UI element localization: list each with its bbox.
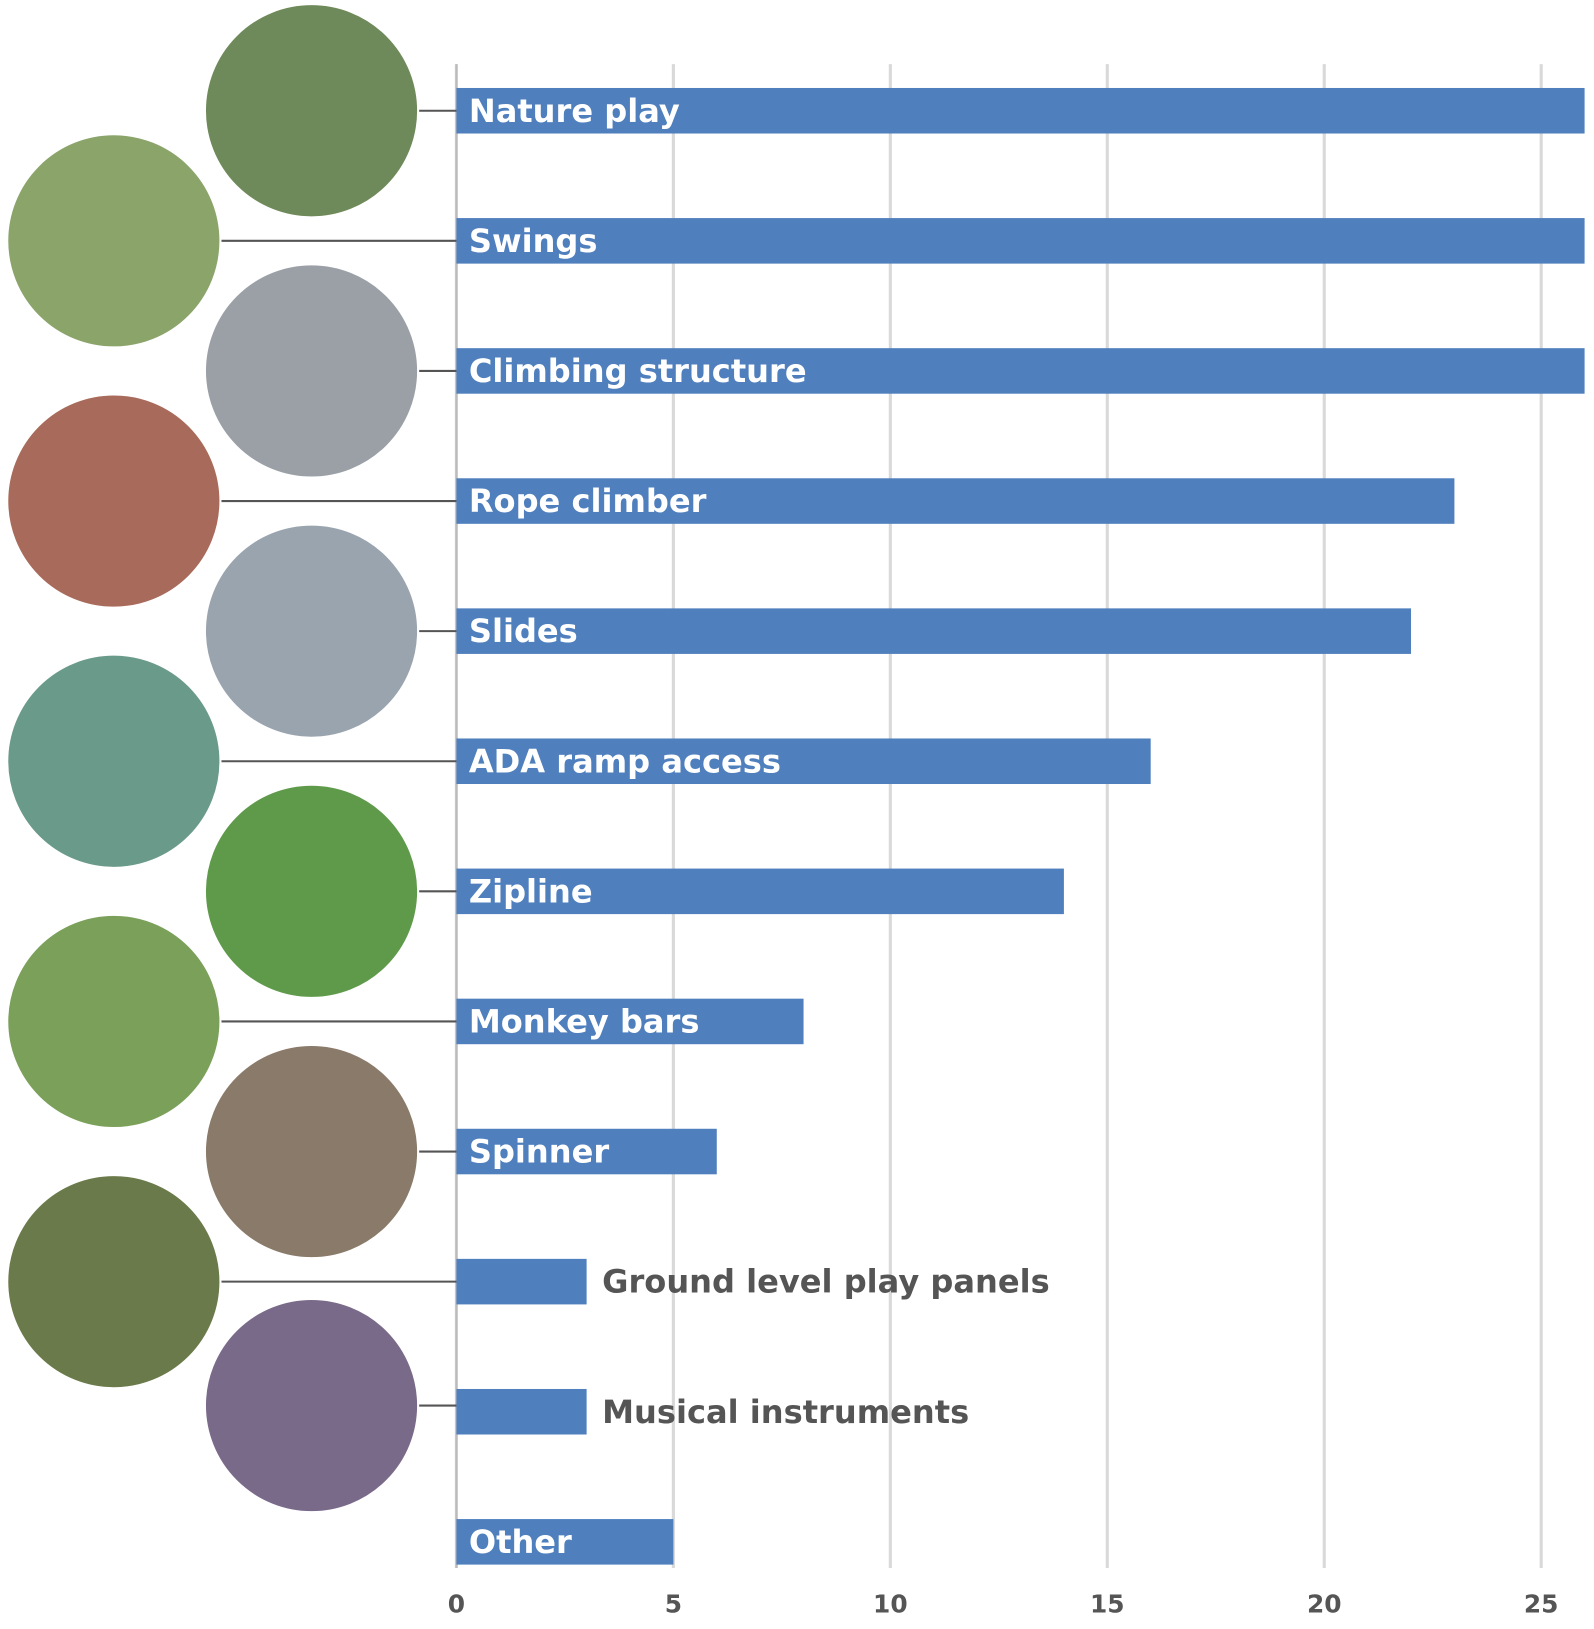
category-label: Zipline: [469, 872, 593, 910]
x-tick-label: 10: [873, 1589, 908, 1618]
photo: [6, 393, 222, 609]
photo: [203, 1297, 420, 1514]
bar: [456, 478, 1455, 524]
bar: [456, 218, 1585, 264]
x-tick-label: 25: [1524, 1589, 1559, 1618]
x-tick-label: 20: [1307, 1589, 1342, 1618]
photo: [6, 653, 222, 869]
bar: [456, 1519, 674, 1565]
bar: [456, 738, 1151, 785]
photo: [203, 523, 420, 739]
category-label: Other: [469, 1523, 572, 1561]
bar: [456, 1128, 717, 1175]
photo: [203, 263, 420, 479]
bar: [456, 868, 1064, 915]
category-label: Musical instruments: [602, 1393, 969, 1431]
photo: [203, 1043, 420, 1260]
category-label: Climbing structure: [469, 352, 807, 390]
photo: [203, 783, 420, 999]
category-label: Swings: [469, 222, 598, 260]
category-label: Ground level play panels: [602, 1263, 1050, 1301]
photo: [6, 133, 222, 349]
x-tick-label: 15: [1090, 1589, 1125, 1618]
category-label: Nature play: [469, 92, 680, 130]
x-tick-label: 0: [448, 1589, 465, 1618]
category-label: Spinner: [469, 1133, 609, 1171]
photo: [6, 1174, 222, 1390]
x-tick-label: 5: [665, 1589, 682, 1618]
bar: [456, 1258, 587, 1305]
bar: [456, 998, 804, 1045]
bar: [456, 1388, 587, 1435]
category-label: ADA ramp access: [469, 742, 781, 780]
photo: [6, 913, 222, 1130]
plot: 0 5 10 15 20 25 Nature play Swings Climbing stru…: [6, 3, 1585, 1618]
category-label: Monkey bars: [469, 1003, 700, 1041]
category-label: Rope climber: [469, 482, 707, 520]
bar: [456, 348, 1585, 394]
photo: [203, 3, 420, 219]
bar: [456, 87, 1585, 134]
bar: [456, 608, 1412, 654]
category-label: Slides: [469, 612, 578, 650]
